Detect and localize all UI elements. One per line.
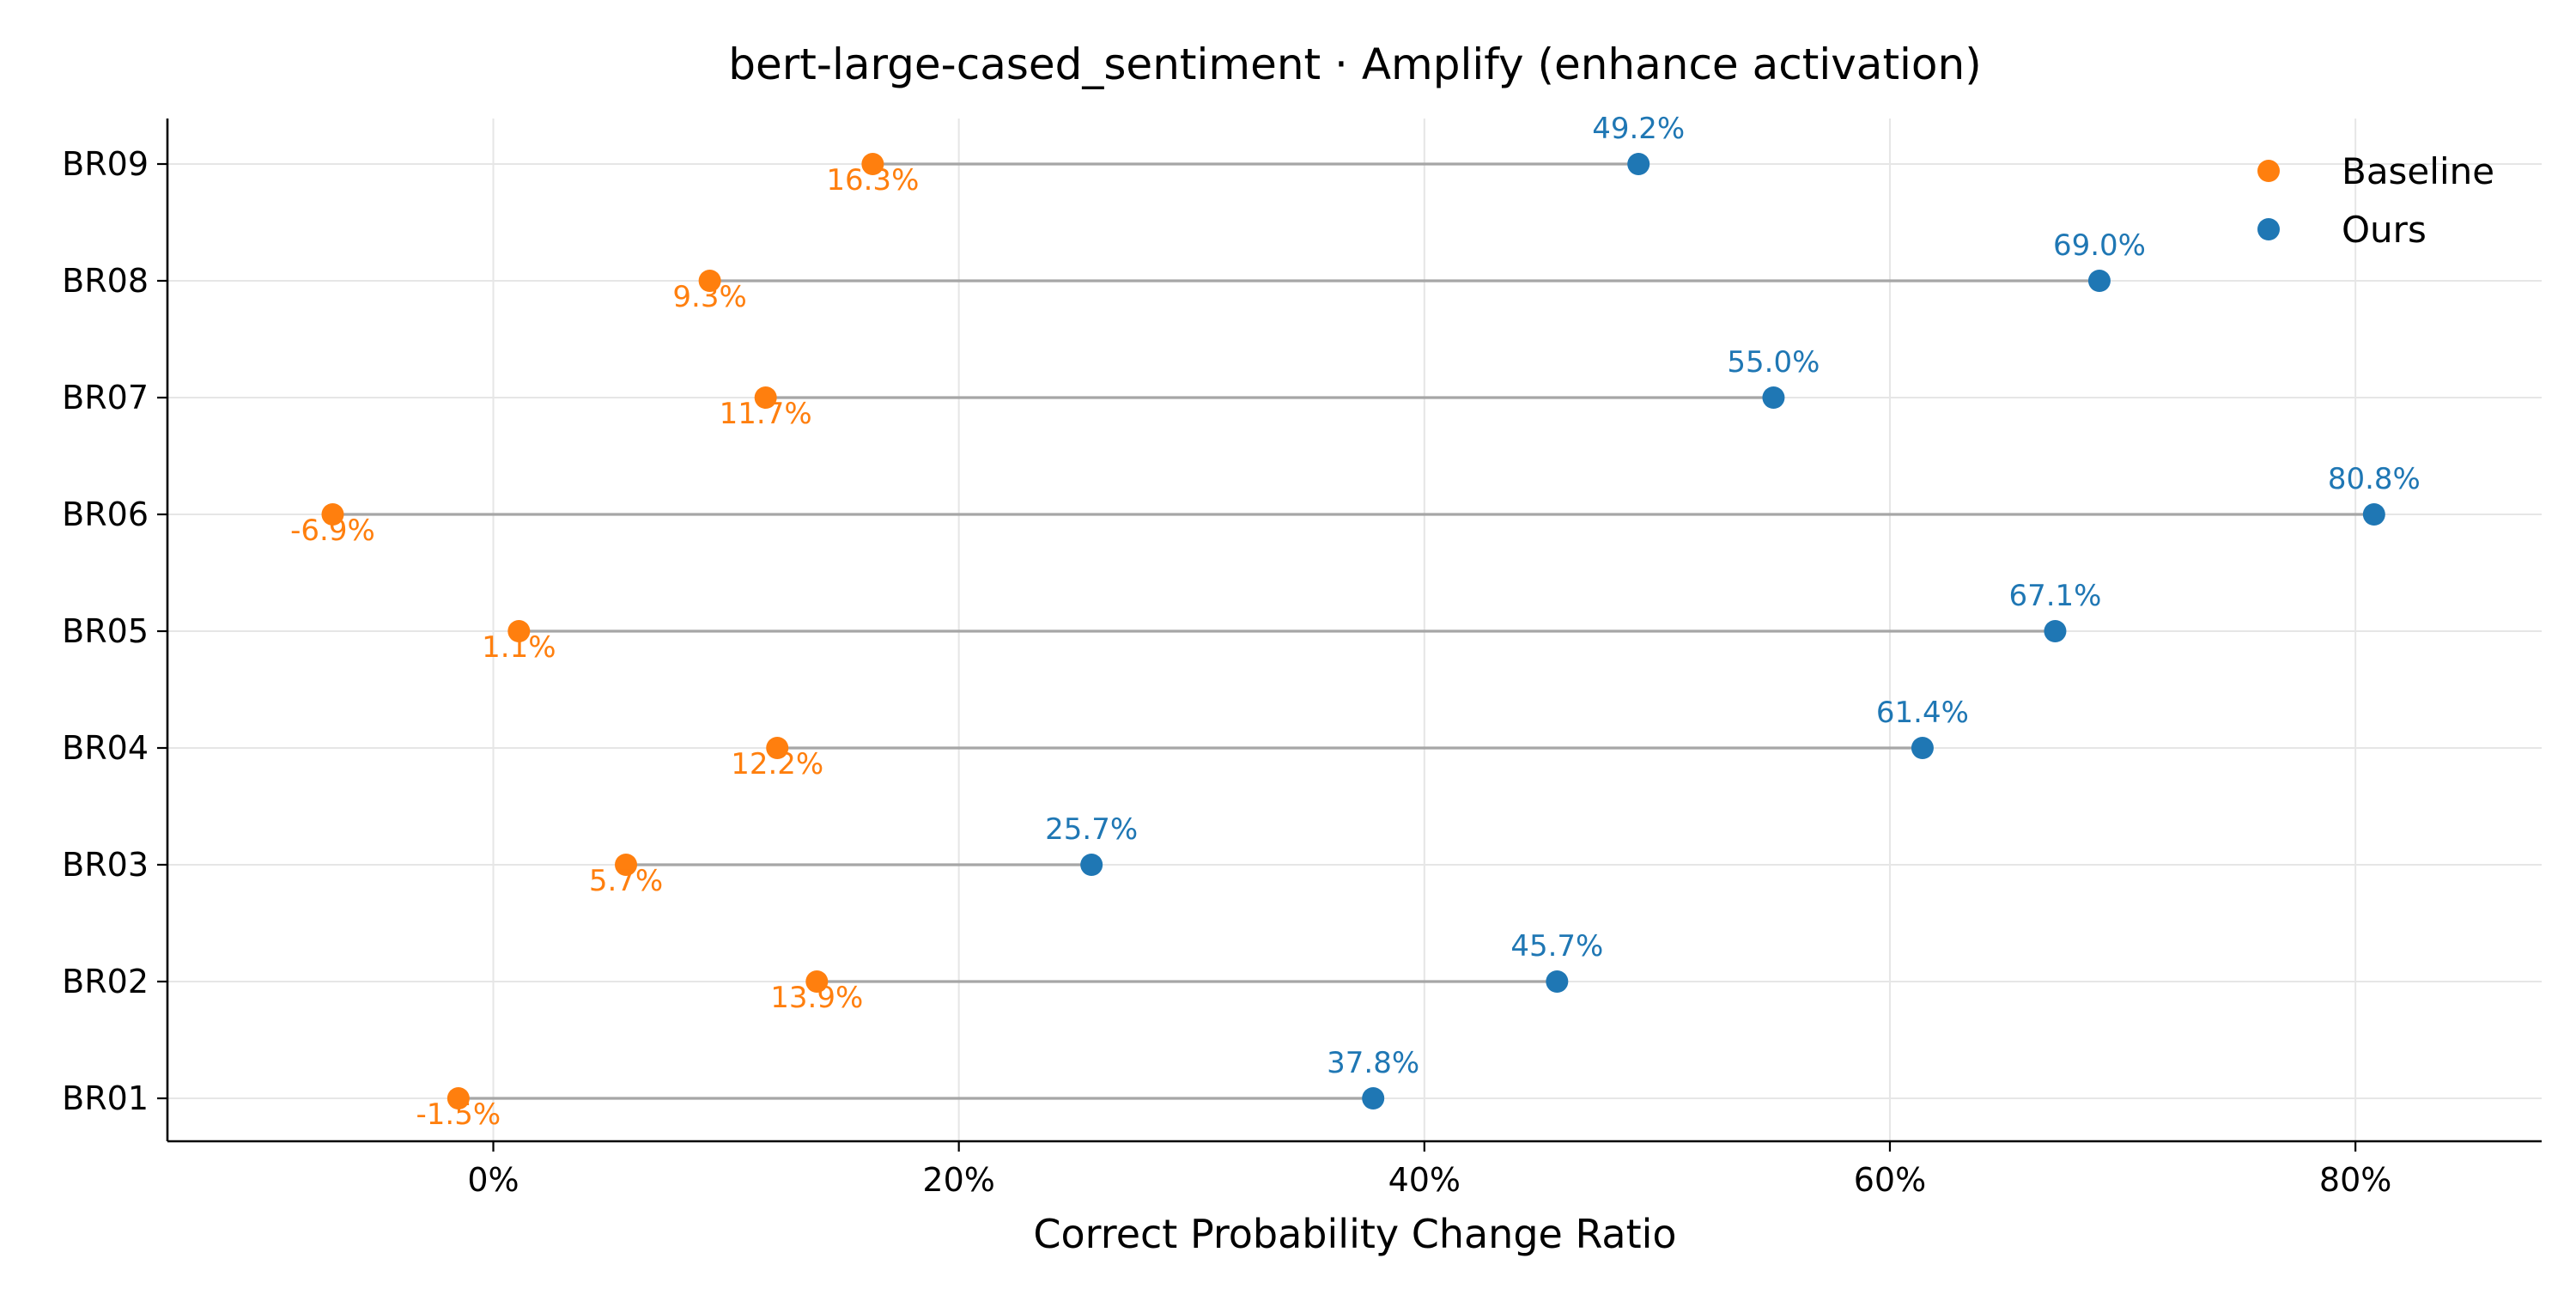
x-tick-label: 0% bbox=[467, 1161, 519, 1199]
legend-marker-ours bbox=[2257, 218, 2280, 240]
y-tick-label: BR02 bbox=[62, 963, 149, 1000]
point-layer bbox=[321, 153, 2385, 1109]
ours-data-label: 69.0% bbox=[2053, 228, 2146, 263]
ours-point bbox=[2087, 270, 2111, 292]
label-layer: -1.5% 37.8% 13.9% 45.7% 5.7% 25.7% 12.2% 61.4% 1… bbox=[290, 112, 2421, 1132]
baseline-point bbox=[754, 386, 777, 409]
legend: Baseline Ours bbox=[2257, 150, 2494, 251]
legend-label-ours: Ours bbox=[2342, 209, 2427, 251]
legend-label-baseline: Baseline bbox=[2342, 150, 2494, 192]
connector-layer bbox=[332, 162, 2374, 1100]
ours-point bbox=[1762, 386, 1785, 409]
y-tick-label: BR06 bbox=[62, 495, 149, 533]
ours-data-label: 49.2% bbox=[1592, 112, 1685, 146]
baseline-data-label: 16.3% bbox=[826, 163, 919, 198]
x-tick-label: 20% bbox=[922, 1161, 994, 1199]
ours-point bbox=[2362, 503, 2385, 526]
baseline-data-label: -1.5% bbox=[416, 1097, 501, 1132]
x-axis-label: Correct Probability Change Ratio bbox=[1033, 1211, 1676, 1257]
ours-point bbox=[1080, 854, 1103, 876]
ours-data-label: 37.8% bbox=[1327, 1046, 1419, 1080]
y-tick-label: BR05 bbox=[62, 612, 149, 650]
baseline-point bbox=[615, 854, 638, 876]
ours-data-label: 61.4% bbox=[1876, 696, 1969, 730]
baseline-point bbox=[766, 737, 789, 759]
y-tick-label: BR03 bbox=[62, 846, 149, 884]
ours-data-label: 67.1% bbox=[2008, 579, 2101, 613]
baseline-data-label: 11.7% bbox=[720, 397, 812, 431]
ours-point bbox=[1362, 1087, 1385, 1109]
baseline-data-label: -6.9% bbox=[290, 514, 375, 548]
ours-data-label: 45.7% bbox=[1510, 929, 1603, 964]
ours-data-label: 55.0% bbox=[1727, 345, 1820, 380]
y-tick-label: BR04 bbox=[62, 729, 149, 767]
x-tick-label: 40% bbox=[1388, 1161, 1461, 1199]
y-tick-label: BR08 bbox=[62, 262, 149, 300]
ours-data-label: 25.7% bbox=[1045, 812, 1138, 847]
baseline-data-label: 5.7% bbox=[589, 864, 663, 898]
baseline-data-label: 12.2% bbox=[731, 747, 823, 781]
ours-point bbox=[1627, 153, 1650, 175]
x-tick-label: 60% bbox=[1854, 1161, 1926, 1199]
ours-point bbox=[2044, 620, 2067, 642]
y-tick-label: BR01 bbox=[62, 1079, 149, 1117]
axis-layer: 0% 20% 40% 60% 80% BR01 BR02 BR03 BR04 BR05 BR06 BR… bbox=[62, 119, 2542, 1199]
ours-point bbox=[1546, 970, 1569, 993]
chart-title: bert-large-cased_sentiment · Amplify (en… bbox=[728, 40, 1981, 89]
baseline-point bbox=[321, 503, 344, 526]
y-tick-label: BR09 bbox=[62, 145, 149, 183]
baseline-data-label: 13.9% bbox=[770, 981, 863, 1015]
x-tick-label: 80% bbox=[2319, 1161, 2391, 1199]
baseline-point bbox=[447, 1087, 470, 1109]
baseline-data-label: 9.3% bbox=[672, 280, 746, 314]
baseline-point bbox=[861, 153, 884, 175]
baseline-point bbox=[698, 270, 721, 292]
ours-data-label: 80.8% bbox=[2328, 462, 2421, 496]
baseline-point bbox=[507, 620, 531, 642]
y-tick-label: BR07 bbox=[62, 379, 149, 416]
baseline-point bbox=[805, 970, 829, 993]
ours-point bbox=[1911, 737, 1934, 759]
baseline-data-label: 1.1% bbox=[482, 630, 556, 665]
legend-marker-baseline bbox=[2257, 160, 2280, 182]
